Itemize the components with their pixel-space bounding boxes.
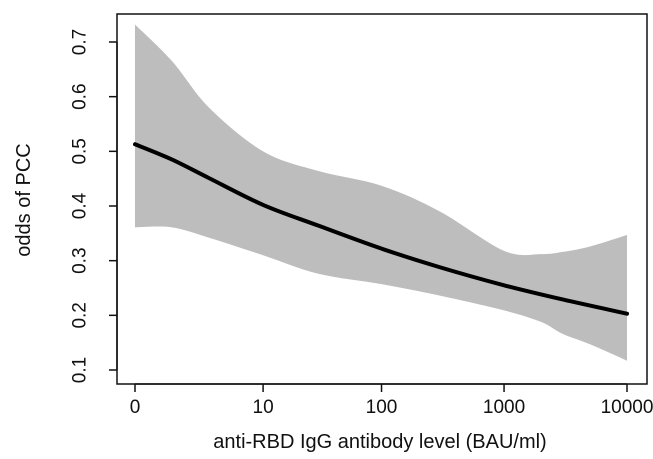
y-tick-label: 0.1 (70, 357, 91, 383)
x-tick-label: 100 (366, 397, 398, 418)
y-tick-label: 0.4 (70, 192, 91, 219)
y-tick-label: 0.5 (70, 138, 91, 164)
x-tick-label: 0 (130, 397, 141, 418)
x-tick-label: 1000 (483, 397, 525, 418)
y-tick-label: 0.6 (69, 83, 90, 109)
series-line (133, 142, 629, 316)
x-tick-label: 10 (253, 397, 274, 418)
series-line-layer (133, 142, 629, 316)
y-tick-label: 0.7 (70, 29, 91, 55)
y-axis-label: odds of PCC (13, 143, 35, 256)
y-axis: 0.1 0.2 0.3 0.4 0.5 0.6 0.7 (69, 29, 118, 383)
x-tick-label: 10000 (601, 397, 653, 418)
y-tick-label: 0.2 (70, 302, 91, 328)
y-tick-label: 0.3 (69, 247, 90, 273)
confidence-band (135, 24, 627, 361)
x-axis: 0 10 100 1000 10000 (130, 383, 653, 418)
confidence-band-layer (135, 24, 627, 361)
x-axis-label: anti-RBD IgG antibody level (BAU/ml) (213, 431, 546, 453)
